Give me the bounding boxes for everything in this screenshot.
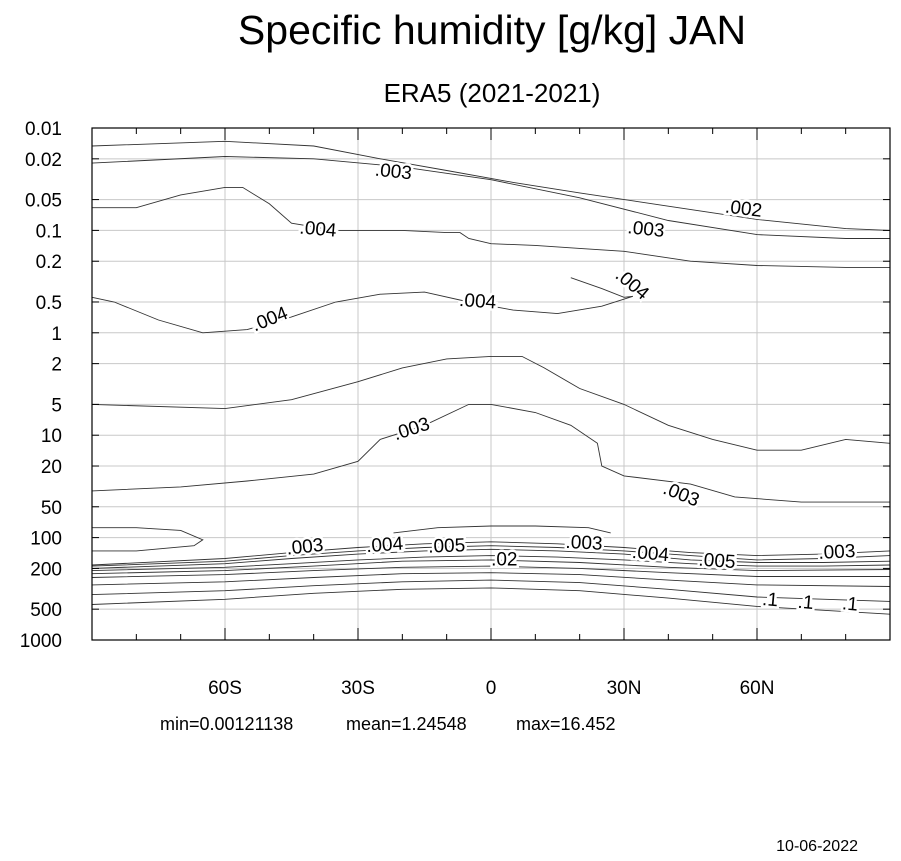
- y-tick-label: 50: [41, 498, 62, 519]
- x-tick-label: 60N: [740, 678, 775, 699]
- y-tick-label: 200: [30, 559, 62, 580]
- contour-label: .003: [565, 532, 603, 555]
- contour-line: [91, 541, 891, 566]
- x-tick-label: 30S: [341, 678, 375, 699]
- contour-line: [393, 525, 611, 534]
- y-tick-label: 0.05: [25, 191, 62, 212]
- contour-line: [91, 140, 891, 231]
- chart-title: Specific humidity [g/kg] JAN: [238, 7, 746, 53]
- plot-frame: [91, 127, 891, 641]
- contour-line: [91, 548, 891, 569]
- contour-label: .002: [724, 196, 763, 221]
- x-tick-label: 30N: [607, 678, 642, 699]
- contour-line: [91, 587, 891, 615]
- y-tick-label: 500: [30, 600, 62, 621]
- y-tick-label: 0.02: [25, 150, 62, 171]
- contour-label: .004: [611, 265, 653, 305]
- y-tick-label: 0.5: [36, 293, 62, 314]
- contour-lines: [91, 140, 891, 615]
- y-tick-label: 5: [51, 395, 62, 416]
- contour-line: [92, 527, 204, 552]
- contour-label: .005: [698, 550, 736, 574]
- contour-line: [91, 559, 891, 575]
- contour-label: .02: [491, 550, 517, 571]
- contour-line: [92, 186, 890, 268]
- y-tick-label: 0.01: [25, 119, 62, 140]
- contour-label: .004: [299, 218, 338, 242]
- x-tick-labels: 60S 30S 0 30N 60N: [208, 678, 774, 699]
- y-tick-label: 1000: [20, 631, 62, 652]
- contour-label: .1: [841, 593, 859, 615]
- contour-line: [91, 555, 891, 572]
- contour-line: [91, 156, 890, 239]
- contour-label: .1: [797, 592, 815, 614]
- y-tick-label: 10: [41, 426, 62, 447]
- contour-label: .004: [249, 303, 292, 336]
- contour-line: [91, 277, 634, 334]
- contour-line: [91, 565, 890, 578]
- contour-label: .003: [391, 414, 433, 445]
- y-tick-label: 100: [30, 529, 62, 550]
- plot-date: 10-06-2022: [776, 838, 858, 855]
- contour-line: [91, 355, 891, 451]
- contour-label: .004: [631, 542, 670, 566]
- contour-label: .003: [374, 160, 413, 185]
- contour-line: [91, 572, 891, 587]
- contour-label: .003: [818, 541, 856, 564]
- stat-min: min=0.00121138: [160, 714, 293, 734]
- y-tick-label: 0.1: [36, 221, 62, 242]
- x-tick-label: 60S: [208, 678, 242, 699]
- contour-label: .004: [458, 290, 497, 314]
- y-tick-label: 2: [51, 355, 62, 376]
- contour-line: [91, 545, 891, 567]
- contour-line: [91, 403, 890, 503]
- contour-label: .1: [761, 589, 779, 611]
- grid-lines: [92, 127, 890, 641]
- stat-max: max=16.452: [516, 714, 616, 734]
- stat-mean: mean=1.24548: [346, 714, 467, 734]
- contour-label: .005: [428, 535, 466, 557]
- chart-subtitle: ERA5 (2021-2021): [384, 78, 601, 108]
- y-tick-labels: 0.01 0.02 0.05 0.1 0.2 0.5 1 2 5 10 20 50 100 200 500 1…: [20, 119, 62, 652]
- y-tick-label: 0.2: [36, 252, 62, 273]
- x-tick-label: 0: [486, 678, 497, 699]
- y-tick-label: 1: [51, 324, 62, 345]
- contour-label: .003: [285, 535, 324, 560]
- contour-label: .003: [627, 217, 666, 242]
- y-tick-label: 20: [41, 457, 62, 478]
- contour-label: .004: [366, 534, 405, 558]
- contour-line: [91, 579, 891, 602]
